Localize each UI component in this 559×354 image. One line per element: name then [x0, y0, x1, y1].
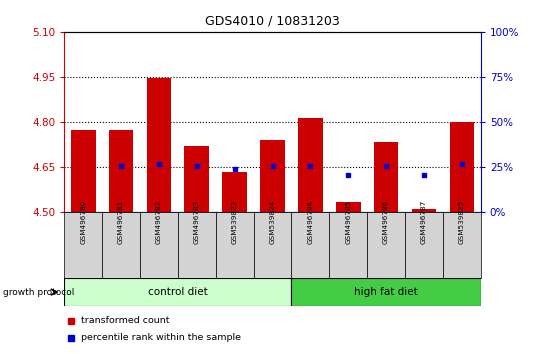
Bar [64, 212, 102, 278]
Text: GSM496783: GSM496783 [194, 200, 200, 244]
Bar [64, 278, 291, 306]
Text: GSM496780: GSM496780 [80, 200, 86, 244]
Text: percentile rank within the sample: percentile rank within the sample [81, 333, 241, 342]
Bar [411, 210, 436, 212]
Bar [260, 140, 285, 212]
Text: GSM539824: GSM539824 [269, 200, 276, 244]
Text: transformed count: transformed count [81, 316, 169, 325]
Bar [109, 130, 134, 212]
Text: GSM496785: GSM496785 [345, 200, 351, 244]
Bar [140, 212, 178, 278]
Text: GSM496787: GSM496787 [421, 200, 427, 244]
Text: GSM496782: GSM496782 [156, 200, 162, 244]
Bar [443, 212, 481, 278]
Text: control diet: control diet [148, 287, 208, 297]
Bar [367, 212, 405, 278]
Text: high fat diet: high fat diet [354, 287, 418, 297]
Bar [216, 212, 254, 278]
Bar [291, 212, 329, 278]
Bar [449, 122, 474, 212]
Text: GSM539825: GSM539825 [459, 200, 465, 244]
Bar [102, 212, 140, 278]
Bar [254, 212, 291, 278]
Bar [405, 212, 443, 278]
Bar [146, 79, 171, 212]
Text: GDS4010 / 10831203: GDS4010 / 10831203 [205, 14, 340, 27]
Bar [291, 278, 481, 306]
Text: growth protocol: growth protocol [3, 287, 74, 297]
Bar [184, 146, 209, 212]
Bar [178, 212, 216, 278]
Bar [336, 202, 361, 212]
Text: GSM496781: GSM496781 [118, 200, 124, 244]
Bar [298, 118, 323, 212]
Text: GSM496786: GSM496786 [383, 200, 389, 244]
Text: GSM539823: GSM539823 [231, 200, 238, 244]
Bar [222, 172, 247, 212]
Bar [71, 130, 96, 212]
Bar [329, 212, 367, 278]
Bar [374, 142, 399, 212]
Text: GSM496784: GSM496784 [307, 200, 314, 244]
